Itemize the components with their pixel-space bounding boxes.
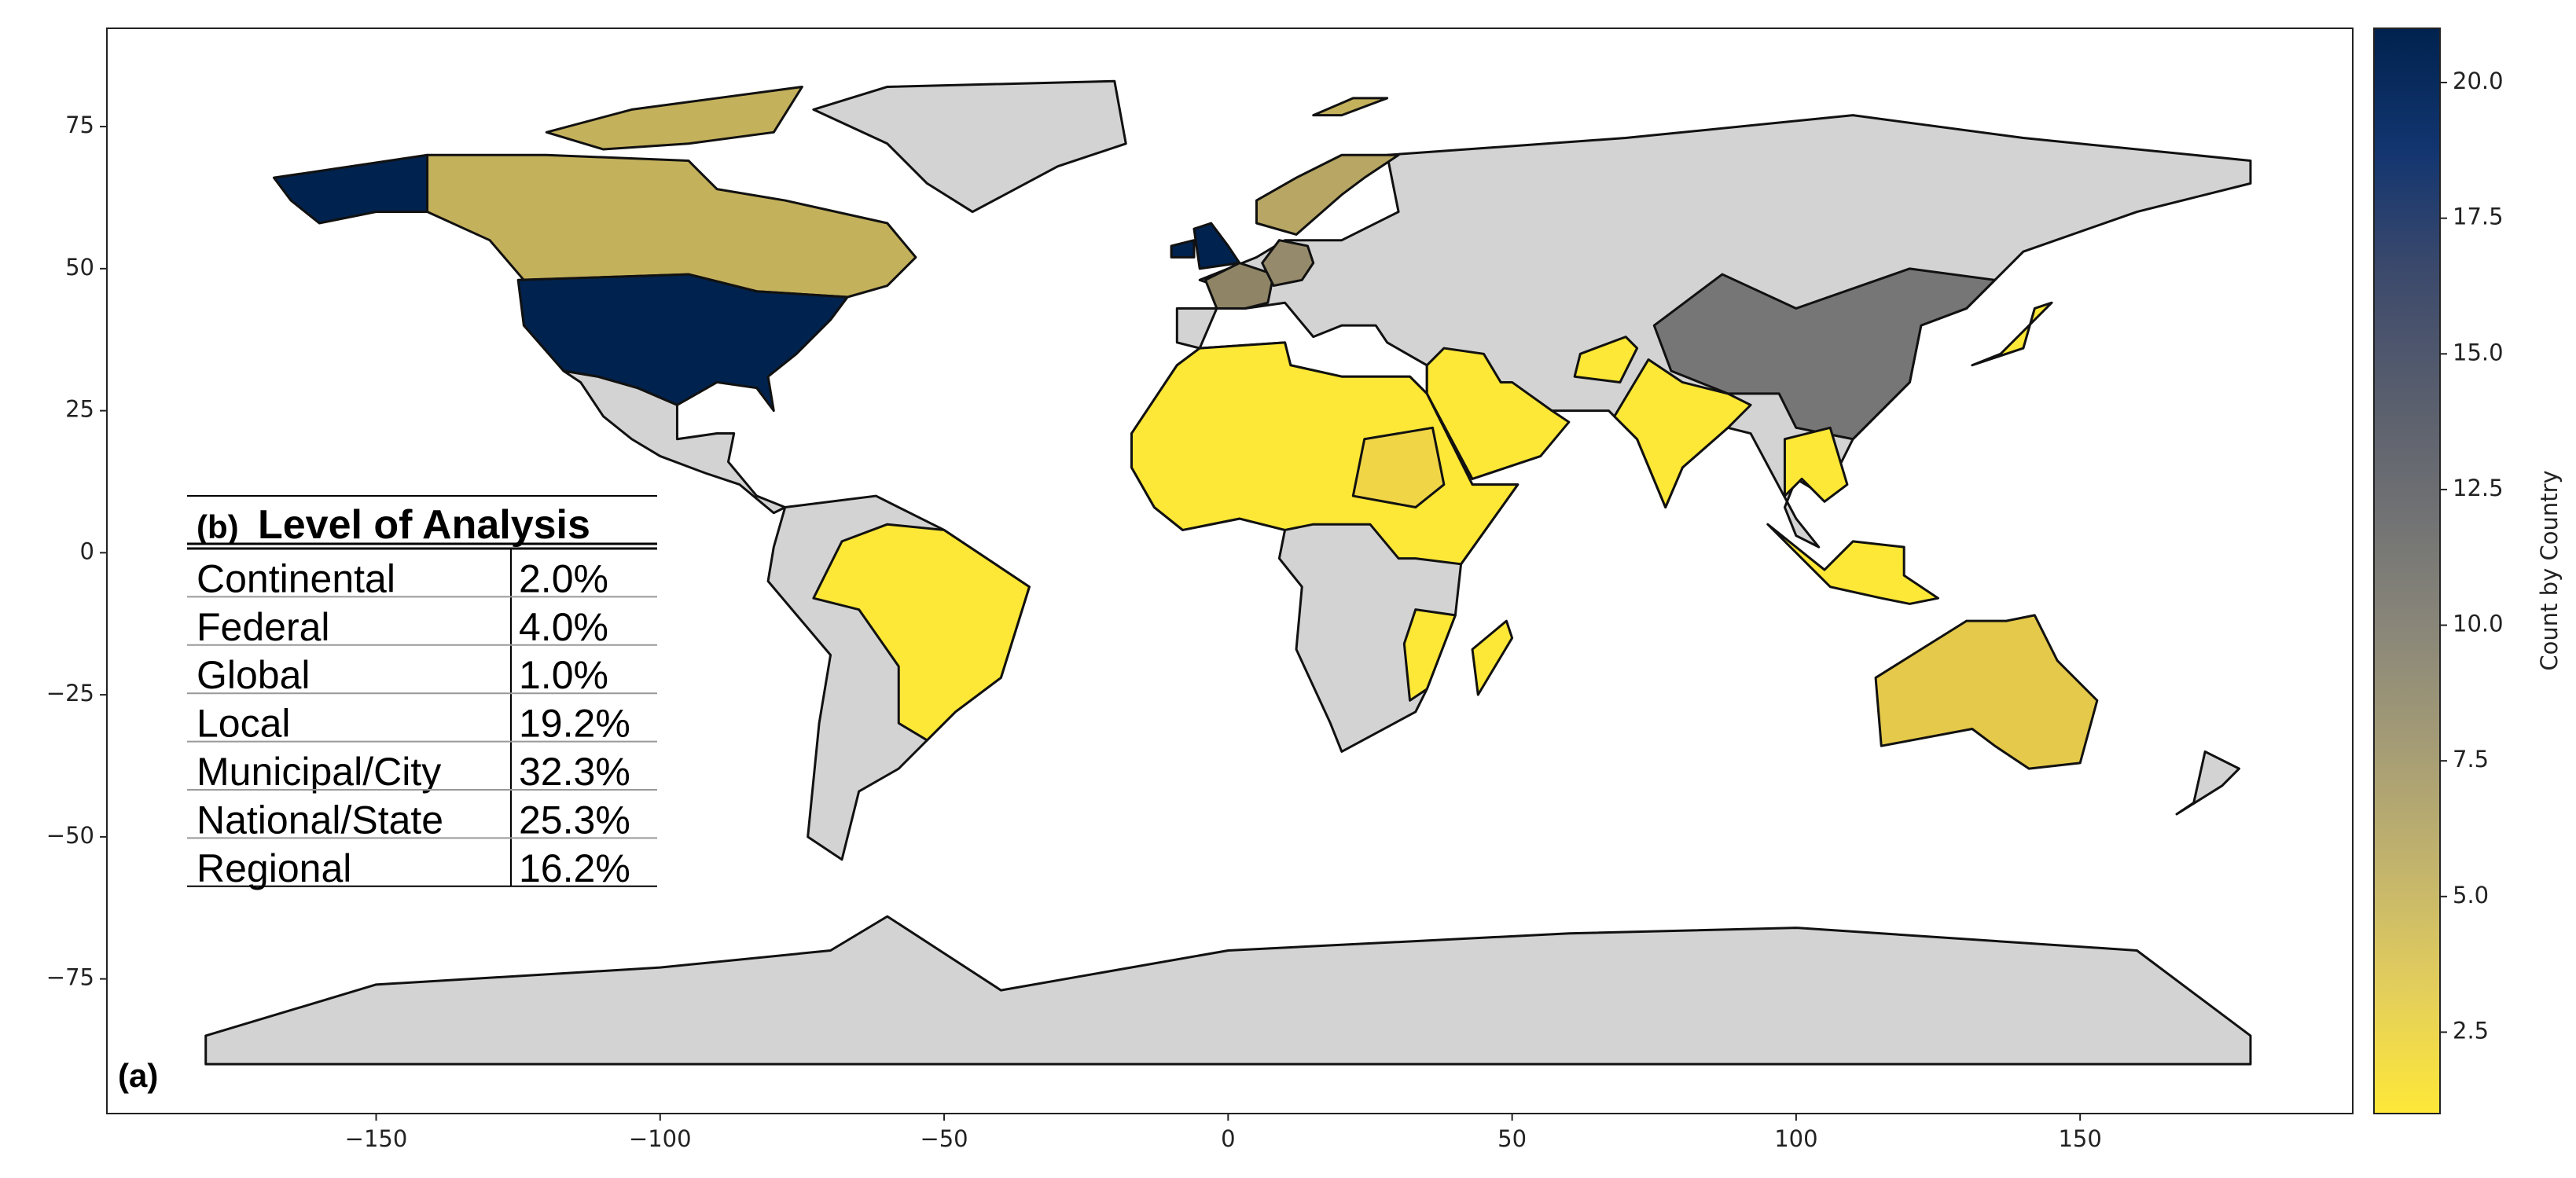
table-cell: 16.2% <box>519 846 630 890</box>
land <box>2177 751 2239 814</box>
land <box>1427 348 1569 479</box>
colorbar <box>2373 28 2441 1114</box>
panel-label: (a) <box>118 1057 158 1094</box>
y-tick-label: 25 <box>65 396 94 423</box>
y-tick-label: 75 <box>65 112 94 138</box>
x-tick-label: 150 <box>2058 1125 2101 1152</box>
land <box>206 916 2251 1064</box>
table-title: Level of Analysis <box>258 502 590 548</box>
land <box>1314 98 1387 116</box>
colorbar-tick-label: 12.5 <box>2453 475 2504 501</box>
x-tick-label: −50 <box>920 1125 968 1152</box>
land <box>1131 343 1517 564</box>
colorbar-label: Count by Country <box>2536 470 2563 670</box>
table-cell: 32.3% <box>519 750 630 794</box>
colorbar-tick-label: 15.0 <box>2453 339 2504 365</box>
table-cell: 4.0% <box>519 605 608 649</box>
land <box>1256 155 1398 234</box>
x-tick-label: −150 <box>345 1125 408 1152</box>
axes-ticks: −150 −100 −50 0 50 100 150 −75 −50 −25 0 25 50 75 <box>46 112 2102 1152</box>
table-cell: National/State <box>197 798 443 842</box>
land <box>1876 615 2097 769</box>
land <box>1404 610 1455 701</box>
table-cell: 1.0% <box>519 653 608 697</box>
table-cell: Regional <box>197 846 351 890</box>
y-tick-label: −25 <box>46 680 94 706</box>
x-tick-label: 0 <box>1221 1125 1235 1152</box>
x-tick-label: 100 <box>1774 1125 1817 1152</box>
table-panel-label: (b) <box>197 508 239 545</box>
land <box>814 81 1126 211</box>
colorbar-tick-label: 20.0 <box>2453 68 2504 94</box>
table-cell: Local <box>197 702 291 746</box>
table-cell: Global <box>197 653 311 697</box>
x-tick-label: −100 <box>629 1125 692 1152</box>
table-cell: Federal <box>197 605 330 649</box>
land <box>1768 524 1938 604</box>
table-cell: 25.3% <box>519 798 630 842</box>
land <box>428 155 916 297</box>
land <box>1615 360 1751 508</box>
table-cell: Continental <box>197 556 395 600</box>
land <box>1353 428 1444 507</box>
y-tick-label: 50 <box>65 254 94 281</box>
colorbar-tick-label: 10.0 <box>2453 611 2504 637</box>
y-tick-label: 0 <box>80 538 94 564</box>
land <box>564 371 785 513</box>
world-map <box>206 81 2251 1064</box>
level-table: (b) Level of Analysis Continental 2.0% Fed… <box>187 495 657 890</box>
land <box>1205 263 1273 309</box>
land <box>1472 621 1512 695</box>
x-tick-label: 50 <box>1497 1125 1527 1152</box>
land <box>1654 269 1995 439</box>
colorbar-tick-label: 17.5 <box>2453 204 2504 230</box>
y-tick-label: −75 <box>46 964 94 991</box>
land <box>1171 240 1194 258</box>
table-background <box>187 496 657 887</box>
table-cell: 2.0% <box>519 556 608 600</box>
land <box>546 86 802 149</box>
colorbar-tick-label: 2.5 <box>2453 1017 2489 1044</box>
land <box>1575 337 1637 383</box>
land <box>1194 223 1240 269</box>
colorbar-tick-label: 5.0 <box>2453 882 2489 908</box>
table-cell: Municipal/City <box>197 750 441 794</box>
colorbar-tick-label: 7.5 <box>2453 746 2489 772</box>
land <box>1972 303 2052 365</box>
land <box>1262 240 1314 286</box>
land <box>814 524 1030 740</box>
land <box>1784 428 1847 501</box>
land <box>274 155 427 223</box>
y-tick-label: −50 <box>46 822 94 849</box>
table-cell: 19.2% <box>519 702 630 746</box>
